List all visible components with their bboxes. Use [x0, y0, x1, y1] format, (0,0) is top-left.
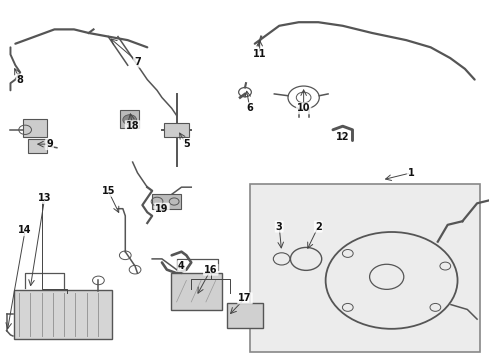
Text: 6: 6	[246, 103, 253, 113]
Bar	[23, 119, 47, 137]
Text: 18: 18	[126, 121, 140, 131]
Text: 11: 11	[253, 49, 267, 59]
Bar	[27, 139, 47, 153]
Text: 1: 1	[408, 168, 415, 178]
Text: 12: 12	[336, 132, 349, 142]
FancyBboxPatch shape	[227, 303, 263, 328]
Text: 15: 15	[101, 186, 115, 196]
Text: 19: 19	[155, 204, 169, 214]
Text: 7: 7	[134, 57, 141, 67]
Text: 16: 16	[204, 265, 218, 275]
Text: 17: 17	[238, 293, 252, 303]
Text: 3: 3	[276, 222, 283, 231]
Text: 2: 2	[315, 222, 321, 231]
Circle shape	[123, 115, 137, 125]
Text: 4: 4	[178, 261, 185, 271]
Text: 13: 13	[38, 193, 51, 203]
FancyBboxPatch shape	[14, 290, 112, 339]
Text: 9: 9	[46, 139, 53, 149]
Text: 5: 5	[183, 139, 190, 149]
Text: 14: 14	[19, 225, 32, 235]
Text: 8: 8	[17, 75, 24, 85]
Text: 10: 10	[297, 103, 310, 113]
Bar	[121, 110, 139, 128]
Bar	[164, 123, 189, 137]
Bar	[250, 184, 480, 352]
FancyBboxPatch shape	[171, 273, 221, 310]
Bar	[152, 194, 181, 209]
